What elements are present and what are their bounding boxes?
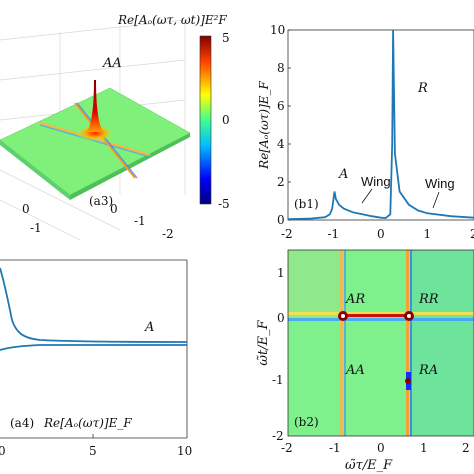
a3-surface-edge-left — [0, 140, 70, 200]
a3-colorbar — [199, 35, 212, 205]
b2-ytick-0: 0 — [277, 311, 285, 325]
b1-xtick-3: 1 — [424, 227, 432, 241]
b1-wing-arrow-2 — [432, 191, 440, 209]
b1-ytick-4: 8 — [277, 61, 285, 75]
a3-ridge-4 — [76, 102, 138, 179]
a3-colorbar-tick-min: -5 — [218, 197, 230, 211]
panel-b1: Re[Aₒ(ωτ)]E_F 0 2 4 6 8 10 -2 -1 0 1 2 A R Wing Wi… — [257, 23, 474, 241]
b1-panel-tag: (b1) — [294, 197, 319, 211]
b1-ytick-0: 0 — [277, 213, 285, 227]
b1-xtick-0: -2 — [281, 227, 293, 241]
b2-xtick-2: 2 — [462, 441, 470, 455]
b1-xtick-4: 2 — [470, 227, 474, 241]
a4-curve-label: A — [144, 320, 154, 335]
a3-tick-left-0: 0 — [22, 202, 30, 216]
a4-xtick-5: 5 — [89, 444, 97, 458]
a4-panel-tag: (a4) — [10, 416, 34, 430]
b2-streak-h-red — [344, 314, 410, 317]
a3-tick-2: -2 — [162, 227, 174, 241]
panel-b2: AR RR AA RA (b2) 1 0 -1 -2 -2 -1 0 1 2 ω… — [256, 249, 474, 473]
b2-label-RA: RA — [418, 363, 438, 378]
a3-quantity-label: Re[Aₒ(ωτ, ωt)]E²F — [117, 13, 227, 27]
b2-panel-tag: (b2) — [294, 415, 319, 429]
b1-ytick-3: 6 — [277, 99, 285, 113]
b1-annotation-wing-1: Wing — [361, 174, 391, 189]
b2-xtick-m1: -1 — [329, 441, 341, 455]
a3-panel-tag: (a3) — [89, 194, 113, 208]
panel-a4: A (a4) Re[Aₒ(ωτ)]E_F 0 5 10 — [0, 259, 192, 458]
a4-curve-upper — [0, 267, 188, 343]
a4-curve-lower — [0, 344, 187, 351]
b1-ytick-2: 4 — [277, 137, 285, 151]
b2-right-region — [410, 250, 474, 436]
b2-label-AA: AA — [345, 363, 365, 378]
b2-upper-left-region — [288, 250, 341, 317]
panel-a3: AA (a3) 0 -1 -2 0 -1 5 0 -5 Re[Aₒ(ωτ, ωt… — [0, 13, 230, 241]
b2-ytick-m2: -2 — [272, 429, 284, 443]
a3-tick-0: 0 — [110, 202, 118, 216]
b2-streak-v-left-blue — [344, 250, 346, 436]
b2-ytick-m1: -1 — [272, 373, 284, 387]
b1-annotation-R: R — [417, 81, 428, 96]
b1-ytick-5: 10 — [270, 23, 285, 37]
b2-label-RR: RR — [418, 292, 439, 307]
a4-ylabel: Re[Aₒ(ωτ)]E_F — [43, 416, 132, 430]
a3-surface-edge — [70, 133, 190, 200]
b1-xtick-2: 0 — [377, 227, 385, 241]
b2-frame — [287, 249, 474, 437]
b2-streak-v-right-blue — [410, 250, 412, 436]
a4-xtick-0: 0 — [0, 444, 6, 458]
a3-colorbar-tick-max: 5 — [222, 31, 230, 45]
b1-ytick-1: 2 — [277, 175, 285, 189]
b1-ticks: 0 2 4 6 8 10 -2 -1 0 1 2 — [270, 23, 474, 241]
b1-wing-arrow-1 — [361, 188, 373, 204]
a3-tick-1: -1 — [134, 214, 146, 228]
b1-ylabel: Re[Aₒ(ωτ)]E_F — [257, 81, 271, 170]
b2-xtick-m2: -2 — [281, 441, 293, 455]
b2-label-AR: AR — [345, 292, 365, 307]
a3-colorbar-tick-mid: 0 — [222, 113, 230, 127]
b2-streak-h-bottom — [288, 318, 474, 321]
a3-peak-label: AA — [102, 56, 122, 71]
a3-peak-base — [75, 124, 115, 142]
b2-streak-h-top — [288, 312, 474, 315]
b1-annotation-wing-2: Wing — [425, 176, 455, 191]
a3-peak-spike — [87, 80, 103, 132]
b2-hotspot-AR-core — [341, 314, 345, 318]
b2-streak-v-left — [340, 250, 343, 436]
b2-hotspot-RA-core — [405, 378, 411, 384]
b2-ytick-1: 1 — [277, 266, 285, 280]
b2-xtick-1: 1 — [420, 441, 428, 455]
a4-xtick-10: 10 — [177, 444, 192, 458]
b2-hotspot-RR-core — [407, 314, 411, 318]
b2-streak-v-right — [406, 250, 409, 436]
b1-plot-frame — [287, 29, 474, 221]
b2-ylabel: ω̃t/E_F — [256, 319, 271, 365]
a3-tick-left-1: -1 — [30, 221, 42, 235]
b2-xtick-0: 0 — [377, 441, 385, 455]
b1-series-line — [287, 29, 474, 220]
b1-xtick-1: -1 — [328, 227, 340, 241]
b1-annotation-A: A — [338, 167, 348, 182]
b2-xlabel: ω̃τ/E_F — [345, 458, 393, 473]
